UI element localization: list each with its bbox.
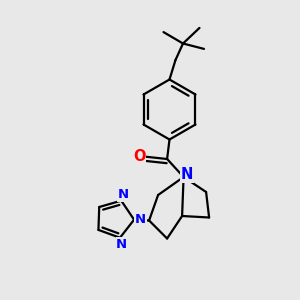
Text: N: N: [116, 238, 128, 250]
Text: N: N: [135, 213, 146, 226]
Text: O: O: [133, 149, 146, 164]
Text: N: N: [118, 188, 129, 201]
Text: N: N: [180, 167, 193, 182]
